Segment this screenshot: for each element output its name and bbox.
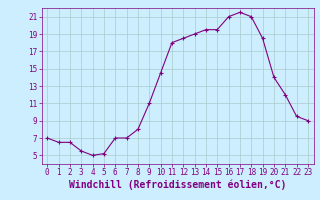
- X-axis label: Windchill (Refroidissement éolien,°C): Windchill (Refroidissement éolien,°C): [69, 180, 286, 190]
